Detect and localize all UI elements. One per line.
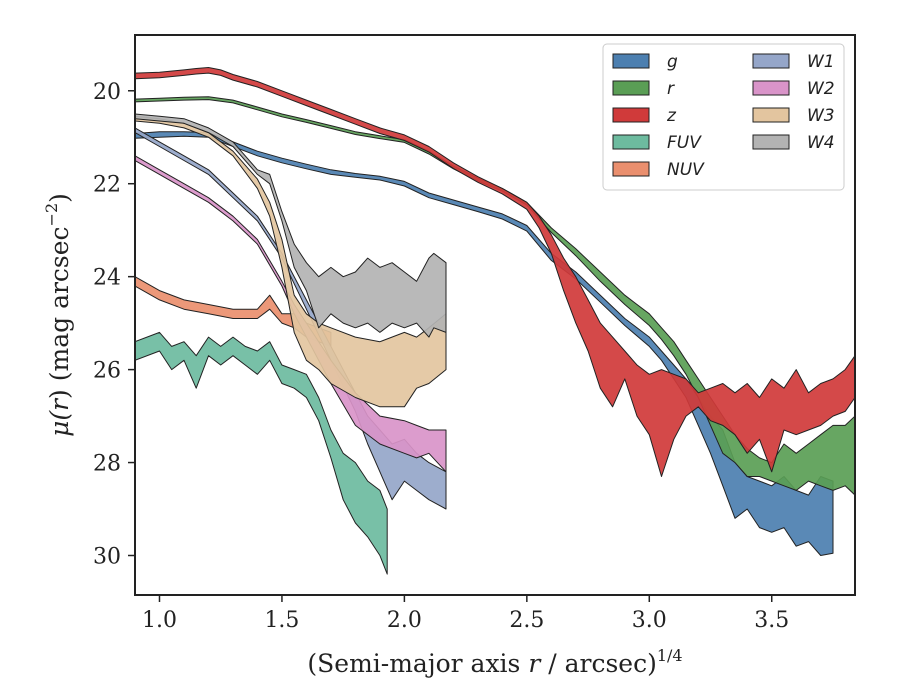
band-w1 — [135, 127, 447, 510]
y-axis-label: μ(r) (mag arcsec−2) — [42, 193, 74, 437]
band-w3 — [135, 115, 447, 408]
axis-ticks: 1.0 1.5 2.0 2.5 3.0 3.5 20 22 24 26 28 30 — [93, 80, 789, 633]
y-tick-label: 26 — [93, 359, 121, 384]
y-tick-label: 28 — [93, 452, 121, 477]
legend-label-w4: W4 — [807, 133, 835, 153]
y-tick-label: 20 — [93, 80, 121, 105]
band-z — [135, 67, 855, 477]
legend-swatch-fuv — [612, 134, 650, 150]
legend-swatch-r — [612, 80, 650, 96]
x-tick-label: 2.0 — [387, 608, 422, 633]
band-w2 — [135, 155, 447, 473]
legend: grz FUV NUV W1 W2 W3 W4 — [602, 43, 845, 191]
legend-swatch-w3 — [752, 107, 790, 123]
band-fuv — [135, 331, 388, 575]
legend-label-w2: W2 — [807, 79, 835, 99]
legend-label-w1: W1 — [807, 52, 835, 72]
x-tick-label: 1.0 — [142, 608, 177, 633]
x-tick-label: 3.0 — [632, 608, 667, 633]
y-tick-label: 22 — [93, 173, 121, 198]
y-tick-label: 30 — [93, 544, 121, 569]
legend-swatch-w1 — [752, 53, 790, 69]
x-axis-label: (Semi-major axis r / arcsec)1/4 — [307, 646, 682, 678]
legend-swatch-g — [612, 53, 650, 69]
x-tick-label: 2.5 — [509, 608, 544, 633]
legend-swatch-w2 — [752, 80, 790, 96]
legend-label-w3: W3 — [807, 106, 835, 126]
legend-label-r: r — [667, 79, 675, 99]
band-w4 — [135, 113, 447, 338]
x-tick-label: 3.5 — [754, 608, 789, 633]
legend-swatch-w4 — [752, 134, 790, 150]
x-tick-label: 1.5 — [264, 608, 299, 633]
legend-label-fuv: FUV — [667, 133, 702, 153]
legend-label-g: g — [667, 52, 678, 72]
plot-frame — [134, 34, 856, 596]
y-tick-label: 24 — [93, 266, 121, 291]
band-g — [135, 131, 834, 556]
plot-bands — [135, 67, 855, 575]
legend-swatch-z — [612, 107, 650, 123]
legend-label-nuv: NUV — [667, 160, 705, 180]
legend-label-z: z — [666, 106, 677, 126]
legend-swatch-nuv — [612, 161, 650, 177]
